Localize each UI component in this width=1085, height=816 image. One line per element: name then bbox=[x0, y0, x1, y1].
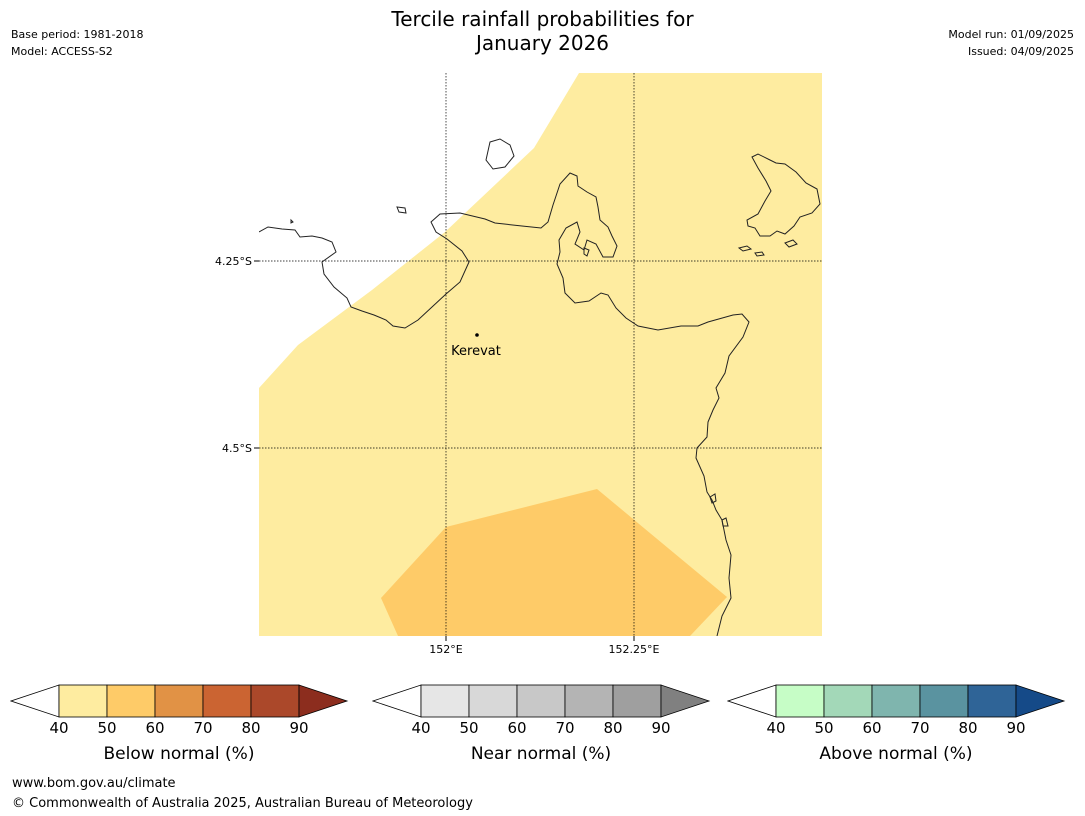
colorbar-near-normal bbox=[372, 684, 712, 720]
footer-url: www.bom.gov.au/climate bbox=[12, 776, 176, 791]
colorbar-above-segment-60 bbox=[871, 684, 921, 718]
coastline bbox=[259, 138, 821, 636]
colorbar-above-tick-70: 70 bbox=[910, 719, 930, 737]
colorbar-label-near: Near normal (%) bbox=[470, 744, 612, 764]
colorbar-below-segment-60 bbox=[154, 684, 204, 718]
colorbar-above-over-arrow bbox=[1015, 684, 1066, 718]
map-title: Tercile rainfall probabilities for Janua… bbox=[0, 7, 1085, 55]
region-below-50-60 bbox=[381, 489, 727, 636]
colorbar-near-over-arrow bbox=[660, 684, 711, 718]
colorbar-near-tick-90: 90 bbox=[651, 719, 671, 737]
footer-copyright: © Commonwealth of Australia 2025, Austra… bbox=[12, 796, 473, 811]
colorbar-above-segment-80 bbox=[967, 684, 1017, 718]
lat-label-4.5: 4.5°S bbox=[222, 442, 252, 455]
colorbar-near-tick-80: 80 bbox=[603, 719, 623, 737]
colorbar-near-segment-50 bbox=[468, 684, 518, 718]
colorbar-below-normal bbox=[10, 684, 350, 720]
colorbar-near-segment-80 bbox=[612, 684, 662, 718]
colorbar-above-tick-50: 50 bbox=[814, 719, 834, 737]
colorbar-below-segment-50 bbox=[106, 684, 156, 718]
meta-left: Base period: 1981-2018 Model: ACCESS-S2 bbox=[11, 26, 143, 60]
issued-date: Issued: 04/09/2025 bbox=[967, 45, 1074, 58]
colorbar-near-segment-60 bbox=[516, 684, 566, 718]
colorbar-above-tick-90: 90 bbox=[1006, 719, 1026, 737]
colorbar-above-segment-50 bbox=[823, 684, 873, 718]
colorbar-near-segment-40 bbox=[420, 684, 470, 718]
graticule bbox=[259, 73, 822, 636]
colorbar-below-under-arrow bbox=[10, 684, 60, 718]
colorbar-above-segment-70 bbox=[919, 684, 969, 718]
base-period: Base period: 1981-2018 bbox=[11, 28, 144, 41]
colorbar-below-tick-50: 50 bbox=[97, 719, 117, 737]
colorbar-near-tick-40: 40 bbox=[411, 719, 431, 737]
title-line-2: January 2026 bbox=[475, 31, 610, 55]
colorbar-below-over-arrow bbox=[298, 684, 349, 718]
lon-label-152.25: 152.25°E bbox=[609, 643, 660, 656]
lon-label-152: 152°E bbox=[429, 643, 462, 656]
footer: www.bom.gov.au/climate © Commonwealth of… bbox=[12, 774, 473, 814]
colorbar-above-under-arrow bbox=[727, 684, 777, 718]
colorbar-below-tick-70: 70 bbox=[193, 719, 213, 737]
colorbar-near-tick-50: 50 bbox=[459, 719, 479, 737]
region-below-40-50 bbox=[259, 73, 822, 636]
colorbar-below-tick-90: 90 bbox=[289, 719, 309, 737]
model-run: Model run: 01/09/2025 bbox=[948, 28, 1074, 41]
colorbar-above-segment-40 bbox=[775, 684, 825, 718]
colorbar-above-normal bbox=[727, 684, 1067, 720]
colorbar-label-above: Above normal (%) bbox=[819, 744, 973, 764]
lat-label-4.25: 4.25°S bbox=[215, 255, 252, 268]
place-label-kerevat: Kerevat bbox=[451, 344, 501, 359]
colorbar-above-tick-60: 60 bbox=[862, 719, 882, 737]
colorbar-near-segment-70 bbox=[564, 684, 614, 718]
model-name: Model: ACCESS-S2 bbox=[11, 45, 113, 58]
colorbar-below-tick-40: 40 bbox=[49, 719, 69, 737]
colorbar-above-tick-40: 40 bbox=[766, 719, 786, 737]
colorbar-below-tick-80: 80 bbox=[241, 719, 261, 737]
colorbar-below-segment-70 bbox=[202, 684, 252, 718]
colorbar-near-under-arrow bbox=[372, 684, 422, 718]
colorbar-below-segment-80 bbox=[250, 684, 300, 718]
colorbar-label-below: Below normal (%) bbox=[103, 744, 255, 764]
title-line-1: Tercile rainfall probabilities for bbox=[391, 7, 694, 31]
meta-right: Model run: 01/09/2025 Issued: 04/09/2025 bbox=[948, 26, 1074, 60]
colorbar-near-tick-60: 60 bbox=[507, 719, 527, 737]
colorbar-below-segment-40 bbox=[58, 684, 108, 718]
colorbar-below-tick-60: 60 bbox=[145, 719, 165, 737]
map-canvas: 4.25°S 4.5°S 152°E 152.25°E Kerevat bbox=[215, 73, 822, 656]
colorbar-near-tick-70: 70 bbox=[555, 719, 575, 737]
colorbar-above-tick-80: 80 bbox=[958, 719, 978, 737]
kerevat-marker bbox=[475, 333, 479, 337]
